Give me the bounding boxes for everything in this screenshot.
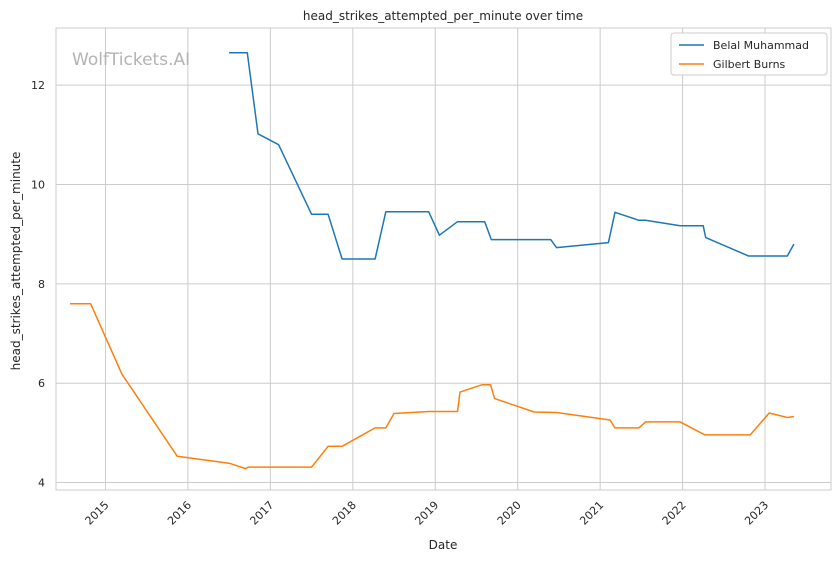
x-tick-label: 2021 bbox=[577, 499, 606, 528]
legend: Belal Muhammad Gilbert Burns bbox=[670, 32, 828, 76]
x-tick-label: 2020 bbox=[495, 499, 524, 528]
y-axis-ticks: 4 6 8 10 12 bbox=[31, 79, 45, 489]
series-line-gilbert-burns bbox=[70, 302, 795, 470]
y-tick-label: 8 bbox=[38, 278, 45, 291]
x-tick-label: 2017 bbox=[247, 499, 276, 528]
series-line-belal-muhammad bbox=[229, 52, 795, 260]
gridlines bbox=[56, 28, 831, 490]
x-axis-label: Date bbox=[429, 538, 458, 552]
y-tick-label: 10 bbox=[31, 178, 45, 191]
legend-box bbox=[670, 32, 828, 76]
x-axis-ticks: 2015 2016 2017 2018 2019 2020 2021 2022 2023 bbox=[83, 499, 772, 528]
watermark-text: WolfTickets.AI bbox=[72, 50, 190, 70]
x-tick-label: 2022 bbox=[660, 499, 689, 528]
y-tick-label: 4 bbox=[38, 477, 45, 490]
x-tick-label: 2016 bbox=[165, 499, 194, 528]
x-tick-label: 2015 bbox=[83, 499, 112, 528]
legend-label-belal-muhammad: Belal Muhammad bbox=[713, 39, 809, 52]
legend-label-gilbert-burns: Gilbert Burns bbox=[713, 58, 786, 71]
x-tick-label: 2018 bbox=[330, 499, 359, 528]
x-tick-label: 2019 bbox=[412, 499, 441, 528]
series-lines bbox=[70, 52, 795, 470]
x-tick-label: 2023 bbox=[742, 499, 771, 528]
chart-title: head_strikes_attempted_per_minute over t… bbox=[303, 9, 583, 23]
y-tick-label: 12 bbox=[31, 79, 45, 92]
y-axis-label: head_strikes_attempted_per_minute bbox=[9, 152, 23, 371]
y-tick-label: 6 bbox=[38, 377, 45, 390]
plot-area bbox=[55, 27, 832, 491]
